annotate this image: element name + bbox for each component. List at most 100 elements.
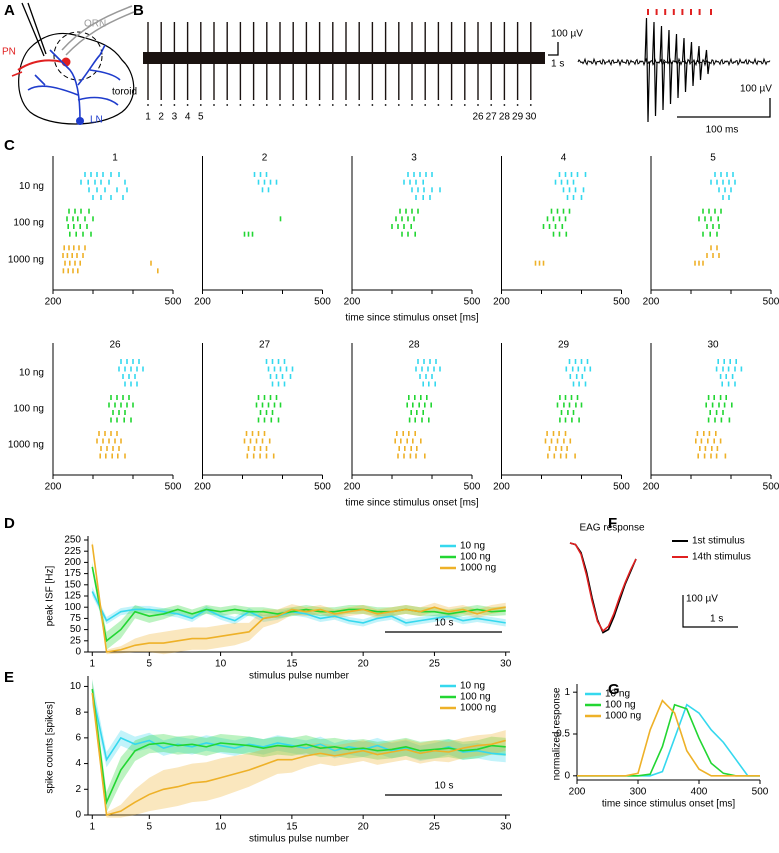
x-tick-label: 500: [314, 297, 331, 308]
stimulus-dot: [199, 104, 202, 106]
stimulus-dot: [213, 104, 215, 106]
scale-bar: [682, 595, 738, 628]
x-tick-label: 500: [464, 297, 481, 308]
x-tick-label: 500: [314, 482, 331, 493]
group-label: 100 ng: [13, 404, 44, 415]
pulse-label: 2: [158, 112, 164, 123]
ln-neurites: [27, 44, 121, 121]
panel-label: G: [608, 681, 620, 698]
inset-spike: [651, 21, 658, 117]
y-axis-label: spike counts [spikes]: [45, 701, 56, 793]
stimulus-dot: [265, 104, 268, 106]
pn-arrow: [11, 71, 23, 77]
x-tick-label: 300: [630, 787, 647, 798]
inset-spike: [659, 25, 666, 111]
panel-label: E: [4, 669, 14, 686]
stimulus-dot: [490, 104, 493, 106]
y-tick-label: 0: [75, 810, 81, 821]
data-line: [91, 566, 506, 643]
x-tick-label: 500: [763, 297, 779, 308]
electrode: [21, 2, 47, 57]
stimulus-dot: [160, 104, 163, 106]
y-tick-label: 75: [70, 613, 82, 624]
panel-title: 4: [561, 153, 567, 164]
x-tick-label: 20: [358, 659, 370, 670]
y-tick-label: 100: [64, 602, 81, 613]
legend-label: 14th stimulus: [692, 552, 751, 563]
stimulus-dot: [503, 104, 506, 106]
scale-label: 10 s: [435, 781, 454, 792]
stimulus-dot: [384, 104, 387, 106]
data-line: [91, 544, 506, 653]
diagram: [11, 2, 135, 125]
x-tick-label: 5: [147, 822, 153, 833]
pulse-label: 28: [499, 112, 511, 123]
panel-title: 27: [259, 340, 271, 351]
legend-label: 1000 ng: [460, 563, 496, 574]
inset-spike: [674, 33, 681, 99]
data-line: [577, 699, 760, 777]
legend-label: 10 ng: [460, 681, 485, 692]
data-line: [91, 692, 506, 817]
stimulus-dot: [424, 104, 427, 106]
group-label: 1000 ng: [8, 440, 44, 451]
x-tick-label: 10: [215, 659, 227, 670]
x-tick-label: 1: [89, 659, 95, 670]
x-tick-label: 400: [691, 787, 708, 798]
y-tick-label: 250: [64, 535, 81, 546]
group-label: 1000 ng: [8, 254, 44, 265]
stimulus-dot: [516, 104, 519, 106]
group-label: 10 ng: [19, 368, 44, 379]
pulse-label: 1: [145, 112, 151, 123]
stimulus-dot: [173, 104, 176, 106]
inset-spike: [644, 17, 651, 123]
x-tick-label: 25: [429, 822, 441, 833]
x-tick-label: 500: [464, 482, 481, 493]
pulse-label: 5: [198, 112, 204, 123]
legend-label: 1000 ng: [460, 703, 496, 714]
x-tick-label: 5: [147, 659, 153, 670]
panel-label: C: [4, 137, 15, 154]
x-tick-label: 200: [344, 482, 361, 493]
stimulus-dot: [463, 104, 466, 106]
inset-spike: [681, 37, 688, 93]
data-line: [91, 692, 506, 762]
y-tick-label: 2: [75, 784, 81, 795]
legend-label: 100 ng: [605, 700, 636, 711]
stimulus-dot: [345, 104, 347, 106]
x-tick-label: 200: [493, 297, 510, 308]
stimulus-dot: [239, 104, 242, 106]
scale-label: 1 s: [551, 59, 564, 70]
toroid: [53, 31, 103, 81]
x-tick-label: 15: [286, 822, 298, 833]
x-axis-label: stimulus pulse number: [249, 834, 350, 845]
y-tick-label: 0: [75, 647, 81, 658]
diagram-label: toroid: [112, 87, 137, 98]
x-tick-label: 1: [89, 822, 95, 833]
panel-label: F: [608, 515, 617, 532]
y-tick-label: 8: [75, 707, 81, 718]
diagram-label: LN: [90, 115, 103, 126]
x-tick-label: 15: [286, 659, 298, 670]
y-tick-label: 10: [70, 681, 82, 692]
eag-trace: [569, 542, 637, 634]
x-tick-label: 200: [569, 787, 586, 798]
y-tick-label: 6: [75, 732, 81, 743]
panel-title: 28: [408, 340, 420, 351]
data-line: [91, 688, 506, 806]
x-tick-label: 30: [500, 822, 512, 833]
stimulus-dot: [279, 104, 281, 106]
x-tick-label: 25: [429, 659, 441, 670]
error-band: [92, 540, 506, 655]
diagram-label: ORN: [84, 19, 106, 30]
x-tick-label: 200: [45, 482, 62, 493]
stimulus-dot: [226, 104, 229, 106]
pulse-label: 4: [185, 112, 191, 123]
chart-title: EAG response: [579, 523, 644, 534]
group-label: 100 ng: [13, 218, 44, 229]
scale-label: 100 µV: [551, 29, 583, 40]
pulse-label: 27: [486, 112, 498, 123]
inset-spike: [689, 41, 696, 87]
